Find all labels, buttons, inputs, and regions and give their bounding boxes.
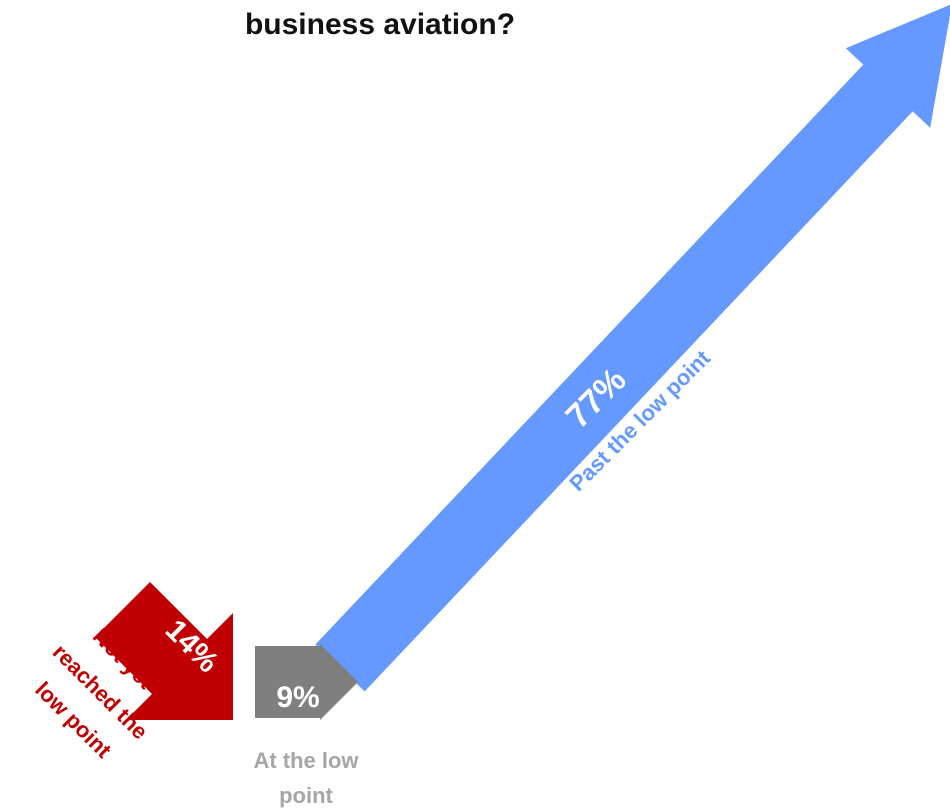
- arrow-past-low: [315, 4, 950, 692]
- category-label-at-low-line-2: point: [279, 783, 333, 808]
- arrow-not-yet: [95, 582, 233, 720]
- arrow-at-low-body: [255, 646, 321, 718]
- value-label-at-low: 9%: [276, 681, 319, 714]
- category-label-at-low-line-1: At the low: [253, 748, 359, 773]
- segment-past-low: 77% Past the low point: [315, 4, 950, 692]
- segment-not-yet: 14% Not yet reached the low point: [30, 582, 233, 763]
- chart-title: business aviation?: [245, 8, 515, 41]
- segment-at-low: 9% At the low point: [253, 644, 359, 808]
